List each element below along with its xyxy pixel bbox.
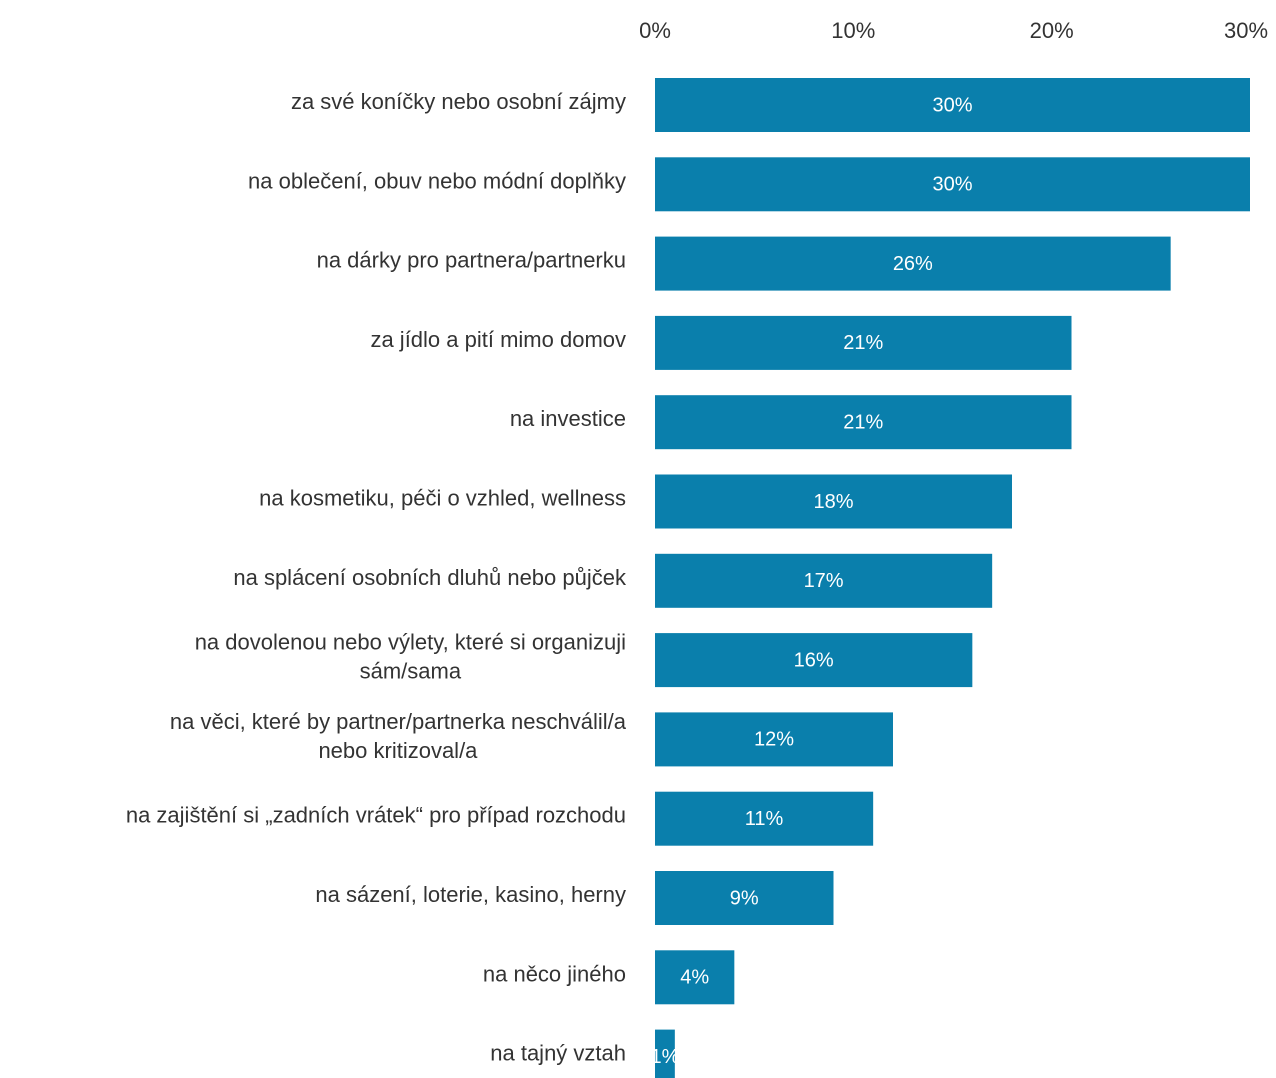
bar-value-label: 21% <box>843 411 883 433</box>
category-label: na kosmetiku, péči o vzhled, wellness <box>259 485 626 510</box>
category-label: za své koníčky nebo osobní zájmy <box>291 89 626 114</box>
category-label: na sázení, loterie, kasino, herny <box>315 882 626 907</box>
bar <box>655 395 1072 450</box>
category-label: na oblečení, obuv nebo módní doplňky <box>248 168 626 193</box>
category-label: na investice <box>510 406 626 431</box>
category-label: na splácení osobních dluhů nebo půjček <box>233 565 627 590</box>
bar <box>655 871 834 925</box>
x-tick-label: 30% <box>1224 18 1268 43</box>
category-label: na zajištění si „zadních vrátek“ pro pří… <box>126 803 626 828</box>
bar-value-label: 30% <box>932 174 972 196</box>
category-label: na věci, které by partner/partnerka nesc… <box>170 709 627 763</box>
bar <box>655 633 973 688</box>
bar <box>655 1029 675 1078</box>
bar <box>655 791 874 846</box>
bar <box>655 712 893 767</box>
bar-value-label: 30% <box>932 94 972 116</box>
bar-value-label: 16% <box>794 649 834 671</box>
x-tick-label: 20% <box>1030 18 1074 43</box>
bar-value-label: 1% <box>650 1046 679 1068</box>
x-tick-label: 10% <box>831 18 875 43</box>
x-axis-ticks: 0% 10% 20% 30% <box>639 18 1268 43</box>
bar-value-label: 12% <box>754 729 794 751</box>
bar <box>655 315 1072 370</box>
bar <box>655 236 1171 291</box>
bar <box>655 157 1250 212</box>
bar <box>655 474 1012 529</box>
bar-value-label: 11% <box>745 808 784 830</box>
category-labels: za své koníčky nebo osobní zájmy na obleč… <box>126 89 627 1066</box>
bar <box>655 553 993 608</box>
category-label: na dovolenou nebo výlety, které si organ… <box>195 629 626 683</box>
bar-value-label: 17% <box>804 570 844 592</box>
bar-value-label: 4% <box>680 967 709 989</box>
category-label: na něco jiného <box>483 961 626 986</box>
bar-value-label: 21% <box>843 332 883 354</box>
category-label: na dárky pro partnera/partnerku <box>317 247 626 272</box>
category-label: za jídlo a pití mimo domov <box>370 327 626 352</box>
bar-value-label: 9% <box>730 887 759 909</box>
bars <box>655 78 1250 1078</box>
bar <box>655 78 1250 132</box>
bar-value-label: 26% <box>893 253 933 275</box>
x-tick-label: 0% <box>639 18 671 43</box>
bar <box>655 950 735 1005</box>
bar-value-label: 18% <box>813 491 853 513</box>
category-label: na tajný vztah <box>490 1040 626 1065</box>
value-labels: 30% 30% 26% 21% 21% 18% 17% 16% 12% 11% 9% 4% 1% <box>650 94 972 1068</box>
